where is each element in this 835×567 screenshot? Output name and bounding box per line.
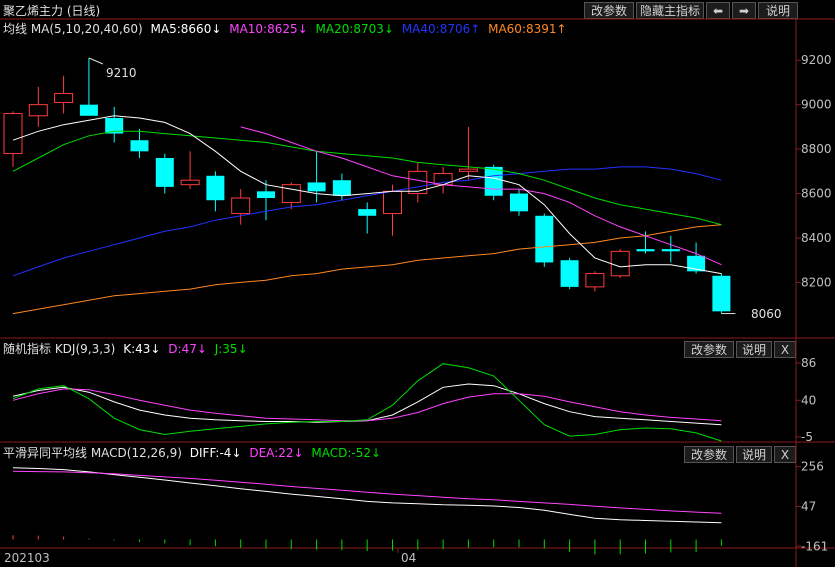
candle-body <box>54 93 74 103</box>
axes: 9200 9000 8800 8600 8400 8200 86 40 -5 256 47 -161 2… <box>4 53 832 565</box>
candle-body <box>687 255 706 272</box>
ma40-line <box>12 166 722 277</box>
candle-body <box>484 166 503 196</box>
candle-body <box>281 184 301 203</box>
candle-body <box>358 209 377 216</box>
candle-body <box>610 250 630 277</box>
kdj-name: 随机指标 KDJ(9,3,3) <box>3 342 116 356</box>
kdj-k-value: K:43↓ <box>123 342 161 356</box>
y-tick-label: 9200 <box>801 53 832 67</box>
window-title: 聚乙烯主力 (日线) <box>3 4 101 18</box>
candle-body <box>661 249 680 252</box>
macd-legend: 平滑异同平均线 MACD(12,26,9) DIFF:-4↓ DEA:22↓ M… <box>3 444 385 462</box>
y-tick-label: 86 <box>801 356 816 370</box>
candle-body <box>206 175 225 201</box>
ma-name: 均线 MA(5,10,20,40,60) <box>3 22 143 36</box>
candle-body <box>130 140 149 152</box>
y-tick-label: -5 <box>801 430 813 444</box>
y-tick-label: 256 <box>801 460 824 474</box>
y-tick-label: 8400 <box>801 231 832 245</box>
kdj-j-value: J:35↓ <box>214 342 248 356</box>
low-annotation: 8060 <box>751 307 782 321</box>
candle-body <box>180 179 200 186</box>
kdj-params-button[interactable]: 改参数 <box>684 341 734 358</box>
macd-diff-line <box>12 467 722 524</box>
candle-body <box>585 273 605 288</box>
ma60-value: MA60:8391↑ <box>488 22 567 36</box>
chart-frame <box>0 18 835 567</box>
ma5-value: MA5:8660↓ <box>150 22 222 36</box>
candle-body <box>231 197 251 215</box>
candlestick-panel <box>3 57 736 315</box>
high-annotation: 9210 <box>106 66 137 80</box>
candle-body <box>636 249 655 252</box>
candle-body <box>560 260 579 287</box>
candle-body <box>79 104 98 116</box>
kdj-help-button[interactable]: 说明 <box>736 341 772 358</box>
candle-body <box>408 170 428 195</box>
candle-body <box>105 118 124 134</box>
ma10-value: MA10:8625↓ <box>229 22 308 36</box>
macd-name: 平滑异同平均线 MACD(12,26,9) <box>3 446 182 460</box>
kdj-legend: 随机指标 KDJ(9,3,3) K:43↓ D:47↓ J:35↓ <box>3 340 252 358</box>
candle-body <box>712 275 731 312</box>
y-tick-label: 8200 <box>801 275 832 289</box>
ma60-line <box>12 224 722 315</box>
ma10-line <box>240 126 722 266</box>
candle-body <box>257 191 275 198</box>
ma40-value: MA40:8706↑ <box>401 22 481 36</box>
y-tick-label: 40 <box>801 393 816 407</box>
x-tick-label: 202103 <box>4 551 50 565</box>
macd-help-button[interactable]: 说明 <box>736 446 772 463</box>
macd-params-button[interactable]: 改参数 <box>684 446 734 463</box>
kdj-k-line <box>12 383 722 426</box>
y-tick-label: 47 <box>801 500 816 514</box>
candle-body <box>535 215 554 263</box>
macd-dea-value: DEA:22↓ <box>249 446 304 460</box>
kdj-panel <box>12 363 722 442</box>
y-tick-label: -161 <box>801 539 828 553</box>
ma5-line <box>12 115 722 275</box>
x-tick-label: 04 <box>401 551 416 565</box>
candle-body <box>307 182 326 192</box>
kdj-d-line <box>12 388 722 422</box>
candle-body <box>332 180 351 196</box>
y-tick-label: 9000 <box>801 98 832 112</box>
main-legend: 均线 MA(5,10,20,40,60) MA5:8660↓ MA10:8625… <box>3 20 571 38</box>
macd-macd-value: MACD:-52↓ <box>311 446 382 460</box>
ma20-line <box>12 130 722 226</box>
candle-body <box>155 158 174 187</box>
candle-body <box>28 104 48 117</box>
ma20-value: MA20:8703↓ <box>315 22 394 36</box>
candle-body <box>510 193 528 212</box>
kdj-d-value: D:47↓ <box>168 342 207 356</box>
macd-diff-value: DIFF:-4↓ <box>189 446 242 460</box>
candle-body <box>383 190 402 215</box>
high-marker <box>88 57 104 65</box>
macd-panel <box>12 467 722 555</box>
candle-body <box>3 113 23 155</box>
y-tick-label: 8800 <box>801 142 832 156</box>
macd-dea-line <box>12 470 722 514</box>
kdj-j-line <box>12 363 722 442</box>
y-tick-label: 8600 <box>801 187 832 201</box>
candle-body <box>458 168 478 172</box>
